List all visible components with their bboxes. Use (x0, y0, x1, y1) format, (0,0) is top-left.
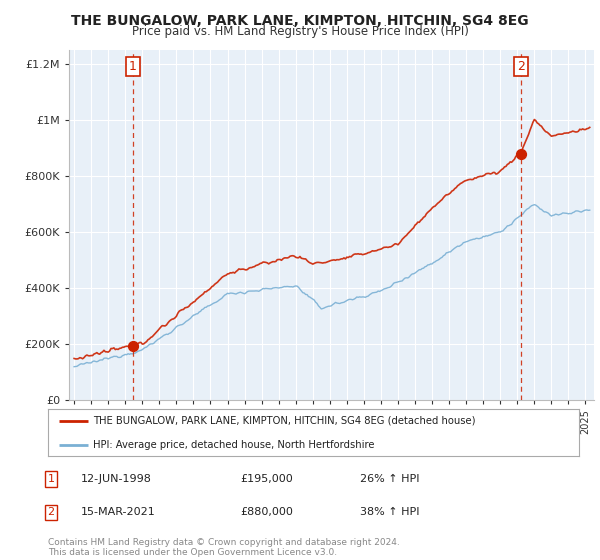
Text: THE BUNGALOW, PARK LANE, KIMPTON, HITCHIN, SG4 8EG (detached house): THE BUNGALOW, PARK LANE, KIMPTON, HITCHI… (93, 416, 476, 426)
Text: 2: 2 (517, 60, 524, 73)
Text: THE BUNGALOW, PARK LANE, KIMPTON, HITCHIN, SG4 8EG: THE BUNGALOW, PARK LANE, KIMPTON, HITCHI… (71, 14, 529, 28)
Text: 1: 1 (47, 474, 55, 484)
Text: 26% ↑ HPI: 26% ↑ HPI (360, 474, 419, 484)
Text: 2: 2 (47, 507, 55, 517)
Text: £195,000: £195,000 (240, 474, 293, 484)
Text: £880,000: £880,000 (240, 507, 293, 517)
Text: HPI: Average price, detached house, North Hertfordshire: HPI: Average price, detached house, Nort… (93, 440, 374, 450)
Point (516, 150, 526, 158)
Text: Contains HM Land Registry data © Crown copyright and database right 2024.
This d: Contains HM Land Registry data © Crown c… (48, 538, 400, 557)
Text: 1: 1 (129, 60, 137, 73)
Text: 15-MAR-2021: 15-MAR-2021 (81, 507, 156, 517)
Point (128, 342, 137, 351)
Text: 38% ↑ HPI: 38% ↑ HPI (360, 507, 419, 517)
Text: Price paid vs. HM Land Registry's House Price Index (HPI): Price paid vs. HM Land Registry's House … (131, 25, 469, 38)
Text: 12-JUN-1998: 12-JUN-1998 (81, 474, 152, 484)
